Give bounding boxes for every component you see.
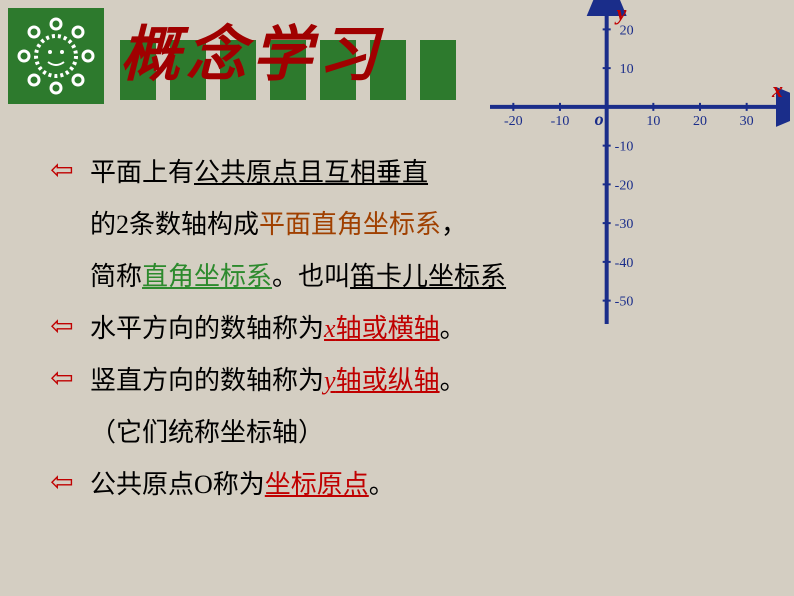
bullet-arrow-icon: ⇦ xyxy=(34,358,90,400)
page-title: 概念学习 xyxy=(120,6,384,93)
bullet-text: 水平方向的数轴称为x轴或横轴。 xyxy=(90,306,466,352)
svg-text:10: 10 xyxy=(646,114,660,129)
bullet-row: 简称直角坐标系。也叫笛卡儿坐标系 xyxy=(34,254,754,300)
bullet-row: ⇦水平方向的数轴称为x轴或横轴。 xyxy=(34,306,754,352)
svg-text:-20: -20 xyxy=(504,114,523,129)
bullet-text: （它们统称坐标轴） xyxy=(90,410,324,456)
bullet-text: 的2条数轴构成平面直角坐标系， xyxy=(90,202,467,248)
svg-text:x: x xyxy=(771,77,783,102)
smiley-icon xyxy=(12,12,100,100)
bullet-text: 公共原点O称为坐标原点。 xyxy=(90,462,395,508)
bullet-arrow-icon: ⇦ xyxy=(34,150,90,192)
svg-text:20: 20 xyxy=(693,114,707,129)
bullet-row: 的2条数轴构成平面直角坐标系， xyxy=(34,202,754,248)
logo-box xyxy=(8,8,104,104)
bullet-row: （它们统称坐标轴） xyxy=(34,410,754,456)
bullet-text: 简称直角坐标系。也叫笛卡儿坐标系 xyxy=(90,254,506,300)
content-area: ⇦平面上有公共原点且互相垂直的2条数轴构成平面直角坐标系，简称直角坐标系。也叫笛… xyxy=(34,150,754,514)
bullet-row: ⇦竖直方向的数轴称为y轴或纵轴。 xyxy=(34,358,754,404)
bullet-row: ⇦公共原点O称为坐标原点。 xyxy=(34,462,754,508)
bullet-row: ⇦平面上有公共原点且互相垂直 xyxy=(34,150,754,196)
bullet-arrow-icon: ⇦ xyxy=(34,462,90,504)
bullet-text: 竖直方向的数轴称为y轴或纵轴。 xyxy=(90,358,466,404)
bullet-arrow-icon: ⇦ xyxy=(34,306,90,348)
svg-text:20: 20 xyxy=(620,23,634,38)
svg-text:-10: -10 xyxy=(551,114,570,129)
svg-text:o: o xyxy=(595,109,604,129)
svg-text:30: 30 xyxy=(740,114,754,129)
svg-text:10: 10 xyxy=(620,62,634,77)
bullet-text: 平面上有公共原点且互相垂直 xyxy=(90,150,428,196)
svg-text:y: y xyxy=(614,0,627,25)
